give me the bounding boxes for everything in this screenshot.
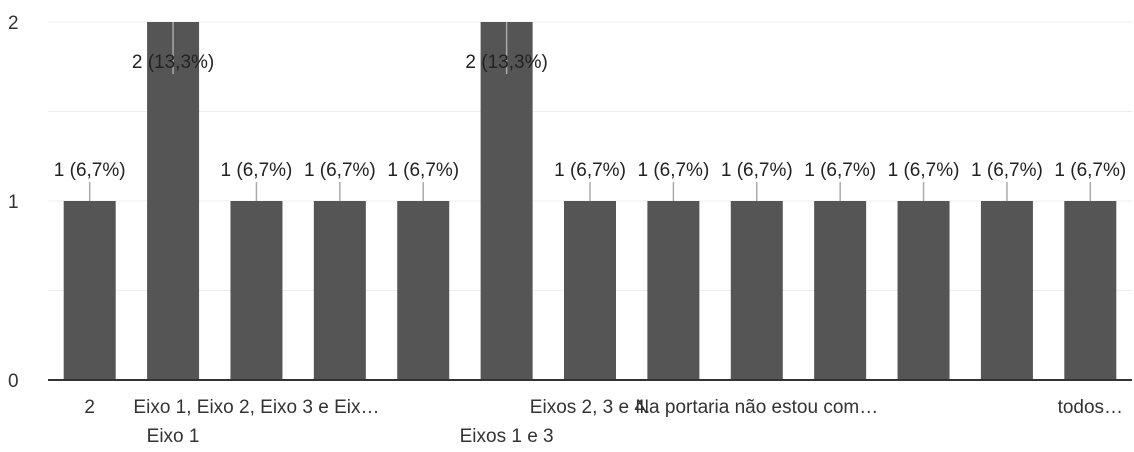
bar <box>397 201 450 380</box>
bar <box>647 201 700 380</box>
label-leader-lines <box>88 22 1092 201</box>
data-label: 1 (6,7%) <box>804 160 876 181</box>
bar <box>147 22 200 380</box>
x-tick-label: 2 <box>84 397 95 418</box>
data-label: 1 (6,7%) <box>721 160 793 181</box>
data-label: 1 (6,7%) <box>221 160 293 181</box>
y-tick-label: 2 <box>8 13 19 34</box>
x-tick-label: Eixos 2, 3 e 4. <box>530 397 650 418</box>
bar <box>480 22 533 380</box>
x-tick-label: todos… <box>1058 397 1123 418</box>
x-tick-label: Eixos 1 e 3 <box>460 426 554 447</box>
bar <box>980 201 1033 380</box>
data-label: 2 (13,3%) <box>465 52 547 73</box>
bar <box>730 201 783 380</box>
data-label: 1 (6,7%) <box>554 160 626 181</box>
bars <box>63 22 1117 380</box>
y-tick-label: 0 <box>8 371 19 392</box>
bar <box>814 201 867 380</box>
bar <box>1064 201 1117 380</box>
bar <box>230 201 283 380</box>
bar <box>564 201 616 380</box>
data-label: 1 (6,7%) <box>304 160 376 181</box>
x-tick-label: Eixo 1, Eixo 2, Eixo 3 e Eix… <box>133 397 379 418</box>
bar <box>313 201 366 380</box>
data-labels: 1 (6,7%) 2 (13,3%) 1 (6,7%) 1 (6,7%) 1 (6,7%… <box>54 52 1126 181</box>
x-tick-label: Na portaria não estou com… <box>635 397 878 418</box>
data-label: 1 (6,7%) <box>637 160 709 181</box>
bar <box>63 201 116 380</box>
data-label: 1 (6,7%) <box>888 160 960 181</box>
bar <box>897 201 950 380</box>
y-axis-ticks: 0 1 2 <box>8 13 19 392</box>
data-label: 1 (6,7%) <box>1054 160 1126 181</box>
y-tick-label: 1 <box>8 192 19 213</box>
data-label: 2 (13,3%) <box>132 52 214 73</box>
x-tick-label: Eixo 1 <box>147 426 200 447</box>
data-label: 1 (6,7%) <box>54 160 126 181</box>
data-label: 1 (6,7%) <box>971 160 1043 181</box>
x-axis-labels: 2 Eixo 1 Eixo 1, Eixo 2, Eixo 3 e Eix… Eixo… <box>84 397 1123 447</box>
data-label: 1 (6,7%) <box>387 160 459 181</box>
